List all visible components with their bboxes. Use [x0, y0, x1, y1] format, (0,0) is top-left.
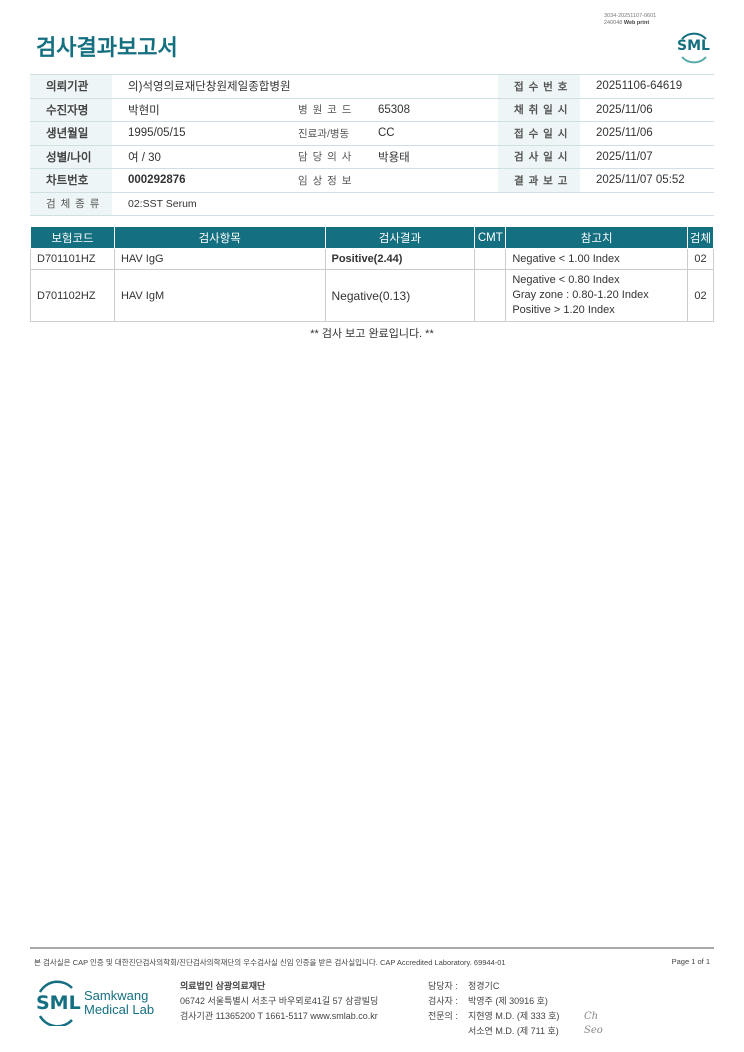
- logo-text: SML: [677, 38, 710, 54]
- info-label: 임 상 정 보: [282, 168, 362, 193]
- item-cell: HAV IgG: [113, 248, 326, 270]
- table-row: D701102HZ HAV IgM Negative(0.13) Negativ…: [30, 269, 714, 322]
- print-id: 3034-20251107-0601 240048 Web print: [604, 13, 656, 27]
- col-header: 검사결과: [324, 226, 476, 249]
- staff-line: 전문의 : 지현영 M.D. (제 333 호): [428, 1009, 559, 1024]
- page-number: Page 1 of 1: [671, 957, 710, 966]
- info-value: 2025/11/07: [580, 144, 714, 169]
- info-row: 성별/나이 여 / 30 담 당 의 사 박용태 검 사 일 시 2025/11/07: [30, 144, 714, 169]
- accreditation-text: 본 검사실은 CAP 인증 및 대한진단검사의학회/진단검사의학재단의 우수검사…: [34, 958, 506, 967]
- info-value: 2025/11/06: [580, 121, 714, 146]
- staff-value: 박영주 (제 30916 호): [468, 996, 548, 1006]
- org-contact: 검사기관 11365200 T 1661-5117 www.smlab.co.k…: [180, 1011, 378, 1021]
- print-id-line: 3034-20251107-0601: [604, 13, 657, 19]
- reference-line: Gray zone : 0.80-1.20 Index: [512, 289, 649, 301]
- cmt-cell: [474, 248, 507, 270]
- info-label: 진료과/병동: [282, 121, 362, 146]
- staff-line: 서소연 M.D. (제 711 호): [428, 1024, 559, 1039]
- signature-mark: Ch: [584, 1011, 599, 1022]
- code-cell: D701102HZ: [30, 269, 115, 322]
- info-value: 000292876: [112, 168, 282, 193]
- samkwang-logo: SML Samkwang Medical Lab: [34, 980, 164, 1026]
- completion-note: ** 검사 보고 완료입니다. **: [310, 328, 434, 340]
- info-label: 수진자명: [30, 97, 112, 122]
- signature: Ch Seo: [584, 1010, 603, 1038]
- print-mode: Web print: [623, 20, 650, 26]
- specimen-cell: 02: [687, 248, 714, 270]
- patient-info-table: 의뢰기관 의)석영의료재단창원제일종합병원 접 수 번 호 20251106-6461…: [30, 74, 714, 216]
- info-value: 2025/11/07 05:52: [580, 168, 714, 193]
- info-row: 차트번호 000292876 임 상 정 보 결 과 보 고 2025/11/07 05…: [30, 168, 714, 193]
- reference-line: Positive > 1.20 Index: [512, 304, 615, 316]
- info-value: 20251106-64619: [580, 74, 714, 99]
- staff-label: 전문의 :: [428, 1011, 458, 1021]
- results-table: 보험코드 검사항목 검사결과 CMT 참고치 검체 D701101HZ HAV …: [30, 226, 714, 322]
- info-value: 박현미: [112, 97, 282, 122]
- staff-label: 담당자 :: [428, 981, 458, 991]
- info-label: 생년월일: [30, 121, 112, 146]
- print-id-number: 240048: [604, 20, 623, 26]
- info-label: 차트번호: [30, 168, 112, 193]
- info-value: 여 / 30: [112, 144, 282, 169]
- result-cell: Positive(2.44): [324, 248, 476, 270]
- info-label: 담 당 의 사: [282, 144, 362, 169]
- logo-name: Samkwang Medical Lab: [84, 989, 154, 1017]
- info-value: 1995/05/15: [112, 121, 282, 146]
- result-cell: Negative(0.13): [324, 269, 476, 322]
- info-value: 박용태: [362, 144, 498, 169]
- info-row: 검 체 종 류 02:SST Serum: [30, 191, 714, 216]
- info-value: 02:SST Serum: [112, 191, 714, 216]
- signature-mark: Seo: [584, 1025, 603, 1036]
- org-address: 06742 서울특별시 서초구 바우뫼로41길 57 삼광빌딩: [180, 996, 379, 1006]
- logo-text: SML: [36, 992, 81, 1014]
- staff-line: 검사자 : 박영주 (제 30916 호): [428, 994, 559, 1009]
- col-header: 검사항목: [113, 226, 326, 249]
- code-cell: D701101HZ: [30, 248, 115, 270]
- page-title: 검사결과보고서: [36, 35, 178, 60]
- org-info: 의료법인 삼광의료재단 06742 서울특별시 서초구 바우뫼로41길 57 삼…: [180, 979, 378, 1024]
- info-label: 의뢰기관: [30, 74, 112, 99]
- info-label: 접 수 번 호: [498, 74, 580, 99]
- info-label: 성별/나이: [30, 144, 112, 169]
- info-value: [362, 168, 498, 193]
- col-header: 검체: [687, 226, 714, 249]
- logo-name-line: Medical Lab: [84, 1002, 155, 1017]
- col-header: CMT: [474, 226, 507, 249]
- staff-value: 지현영 M.D. (제 333 호): [468, 1011, 560, 1021]
- item-cell: HAV IgM: [113, 269, 326, 322]
- reference-cell: Negative < 0.80 Index Gray zone : 0.80-1.…: [505, 269, 688, 322]
- info-label: 접 수 일 시: [498, 121, 580, 146]
- info-row: 생년월일 1995/05/15 진료과/병동 CC 접 수 일 시 2025/11/06: [30, 121, 714, 146]
- staff-value: 서소연 M.D. (제 711 호): [468, 1026, 559, 1036]
- info-label: 결 과 보 고: [498, 168, 580, 193]
- cmt-cell: [474, 269, 507, 322]
- staff-info: 담당자 : 정경기C 검사자 : 박영주 (제 30916 호) 전문의 : 지현영 …: [428, 979, 559, 1039]
- staff-label: 검사자 :: [428, 996, 458, 1006]
- sml-logo: SML: [674, 27, 714, 67]
- col-header: 보험코드: [30, 226, 115, 249]
- staff-value: 정경기C: [468, 981, 500, 991]
- info-label: 검 체 종 류: [30, 191, 112, 216]
- reference-cell: Negative < 1.00 Index: [505, 248, 688, 270]
- info-row: 의뢰기관 의)석영의료재단창원제일종합병원 접 수 번 호 20251106-6461…: [30, 74, 714, 99]
- logo-name-line: Samkwang: [84, 988, 149, 1003]
- info-label: 채 취 일 시: [498, 97, 580, 122]
- specimen-cell: 02: [687, 269, 714, 322]
- footer-divider: [30, 947, 714, 949]
- org-name: 의료법인 삼광의료재단: [180, 981, 266, 991]
- info-value: 의)석영의료재단창원제일종합병원: [112, 74, 498, 99]
- info-value: 2025/11/06: [580, 97, 714, 122]
- table-row: D701101HZ HAV IgG Positive(2.44) Negativ…: [30, 248, 714, 270]
- info-label: 검 사 일 시: [498, 144, 580, 169]
- info-label: 병 원 코 드: [282, 97, 362, 122]
- staff-line: 담당자 : 정경기C: [428, 979, 559, 994]
- info-value: 65308: [362, 97, 498, 122]
- info-row: 수진자명 박현미 병 원 코 드 65308 채 취 일 시 2025/11/06: [30, 97, 714, 122]
- results-header: 보험코드 검사항목 검사결과 CMT 참고치 검체: [30, 226, 714, 249]
- col-header: 참고치: [505, 226, 688, 249]
- info-value: CC: [362, 121, 498, 146]
- reference-line: Negative < 0.80 Index: [512, 274, 620, 286]
